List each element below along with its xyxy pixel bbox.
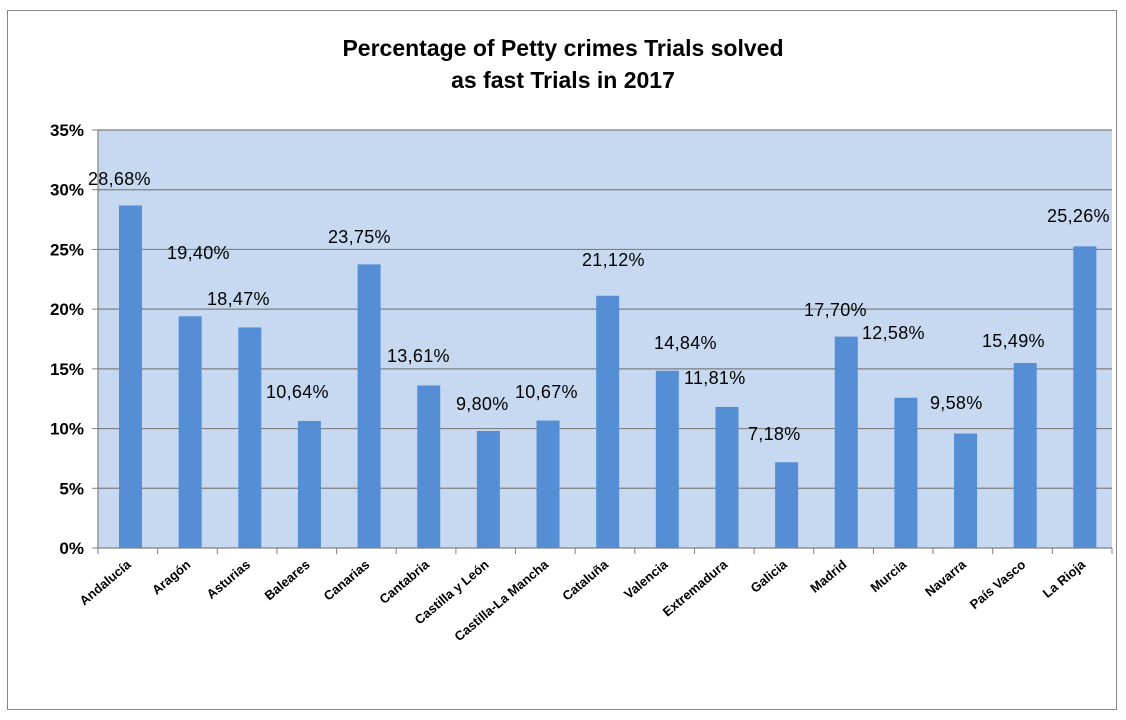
y-tick-label: 0% bbox=[59, 539, 84, 558]
bar bbox=[536, 420, 560, 548]
y-tick-label: 15% bbox=[50, 360, 84, 379]
y-tick-label: 10% bbox=[50, 420, 84, 439]
bar bbox=[954, 433, 978, 548]
data-label: 13,61% bbox=[387, 346, 450, 366]
y-tick-labels: 0% 5% 10% 15% 20% 25% 30% 35% bbox=[50, 121, 84, 558]
data-label: 21,12% bbox=[582, 250, 645, 270]
category-label: Cantabria bbox=[376, 556, 432, 607]
data-label: 25,26% bbox=[1047, 206, 1110, 226]
data-label: 7,18% bbox=[748, 424, 801, 444]
data-label: 10,67% bbox=[515, 382, 578, 402]
bar bbox=[357, 264, 381, 548]
category-labels: Andalucía Aragón Asturias Baleares Canarias C… bbox=[77, 556, 1089, 644]
bar bbox=[894, 397, 918, 548]
category-label: Madrid bbox=[807, 557, 849, 596]
bar bbox=[476, 430, 500, 548]
data-label: 17,70% bbox=[804, 300, 867, 320]
axes bbox=[97, 130, 1113, 554]
category-label: Cataluña bbox=[559, 556, 611, 603]
y-tick-label: 35% bbox=[50, 121, 84, 140]
bar bbox=[297, 420, 321, 548]
category-label: País Vasco bbox=[967, 557, 1029, 612]
category-label: Canarias bbox=[321, 557, 373, 604]
data-label: 18,47% bbox=[207, 289, 270, 309]
category-label: La Rioja bbox=[1040, 556, 1089, 600]
category-label: Navarra bbox=[922, 556, 969, 599]
data-label: 12,58% bbox=[862, 323, 925, 343]
bar bbox=[596, 295, 620, 548]
bar bbox=[417, 385, 441, 548]
y-tick-label: 30% bbox=[50, 181, 84, 200]
y-tick-label: 5% bbox=[59, 479, 84, 498]
data-label: 23,75% bbox=[328, 227, 391, 247]
category-label: Andalucía bbox=[77, 556, 135, 608]
y-tick-label: 20% bbox=[50, 300, 84, 319]
bar bbox=[1013, 363, 1037, 548]
bars bbox=[119, 205, 1097, 548]
category-label: Baleares bbox=[262, 557, 313, 603]
bar bbox=[775, 462, 799, 548]
chart-title: Percentage of Petty crimes Trials solved… bbox=[0, 32, 1126, 96]
y-tick-label: 25% bbox=[50, 240, 84, 259]
category-label: Murcia bbox=[867, 556, 909, 595]
bar bbox=[178, 316, 202, 548]
category-label: Aragón bbox=[149, 557, 194, 598]
category-label: Asturias bbox=[204, 557, 254, 602]
data-label: 19,40% bbox=[167, 243, 230, 263]
chart-title-line-2: as fast Trials in 2017 bbox=[451, 67, 675, 93]
chart-title-line-1: Percentage of Petty crimes Trials solved bbox=[342, 35, 784, 61]
data-label: 9,58% bbox=[930, 393, 983, 413]
data-labels: 28,68% 19,40% 18,47% 10,64% 23,75% 13,61% 9,80… bbox=[88, 169, 1110, 444]
bar bbox=[119, 205, 142, 548]
data-label: 15,49% bbox=[982, 331, 1045, 351]
data-label: 10,64% bbox=[266, 382, 329, 402]
data-label: 14,84% bbox=[654, 333, 717, 353]
bar bbox=[715, 406, 739, 548]
bar bbox=[238, 327, 262, 548]
category-label: Galicia bbox=[748, 556, 791, 595]
bar bbox=[1073, 246, 1097, 548]
data-label: 9,80% bbox=[456, 394, 509, 414]
category-label: Extremadura bbox=[660, 556, 731, 619]
bar bbox=[834, 336, 858, 548]
bar bbox=[655, 370, 679, 548]
data-label: 11,81% bbox=[684, 368, 746, 388]
data-label: 28,68% bbox=[88, 169, 151, 189]
category-label: Valencia bbox=[621, 556, 671, 601]
